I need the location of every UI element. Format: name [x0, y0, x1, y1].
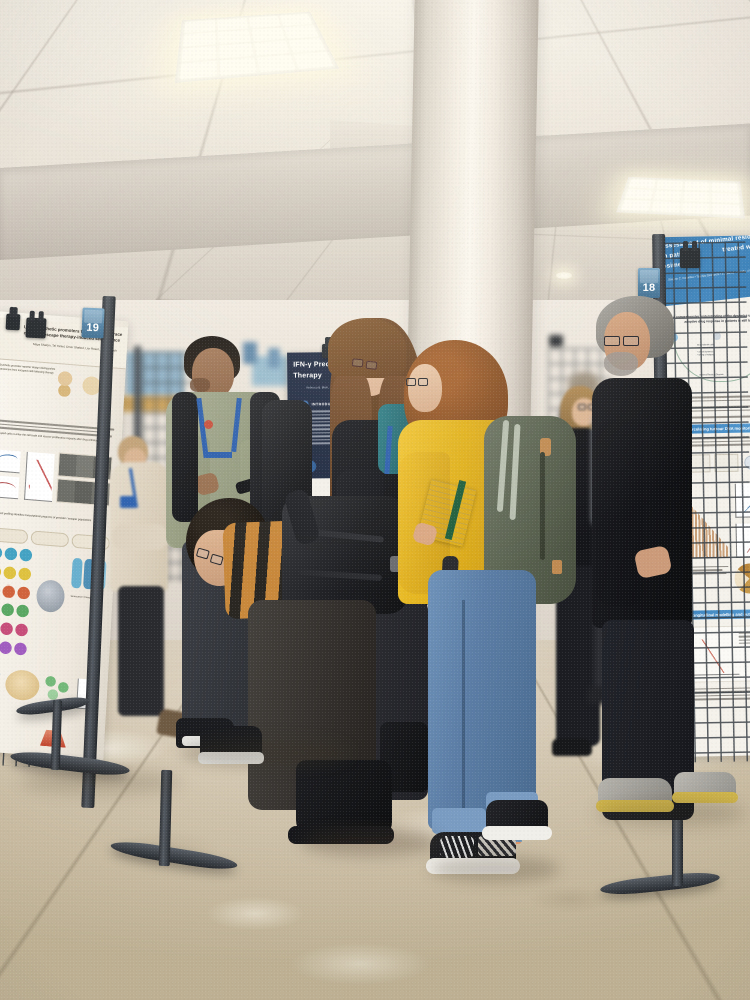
binder-clip-icon	[5, 313, 21, 331]
man-olive-backpack-strap-left	[172, 392, 198, 522]
backpack-side-zip-icon	[540, 452, 545, 560]
poster-left-plot-growth	[24, 451, 55, 502]
sneaker-pattern	[478, 836, 516, 856]
shadow	[596, 800, 746, 826]
bending-person-shoe-sole	[198, 752, 264, 764]
backpack-leather-tab-icon	[540, 438, 551, 456]
jeans-seam	[462, 600, 465, 820]
poster-left-caption-1: Synthetic promoter reporter design disti…	[0, 363, 56, 375]
ceiling-shading	[0, 0, 750, 330]
man-olive-lanyard-bottom	[206, 452, 232, 458]
woman-longhair-hair-top	[328, 318, 406, 378]
man-olive-beard	[190, 378, 210, 392]
shadow	[20, 770, 180, 794]
sneaker-laces-icon	[440, 836, 474, 858]
background-clip-icon	[549, 335, 563, 347]
man-grey-glasses-icon	[604, 336, 644, 348]
board-right-leg	[672, 790, 683, 886]
cream-coat-badge	[120, 496, 136, 508]
cream-coat-arm	[112, 524, 168, 550]
board-left-number: 19	[86, 321, 100, 335]
shadow	[300, 828, 440, 856]
sneaker-sole-right	[482, 826, 552, 840]
man-olive-pin-icon	[204, 420, 213, 429]
board-right-number-badge: 18	[638, 268, 660, 298]
shadow	[430, 856, 560, 882]
bg-person-shoe	[552, 738, 592, 756]
background-badge	[268, 348, 280, 368]
woman-yellow-glasses-icon	[406, 378, 430, 388]
binder-clip-icon	[25, 317, 47, 339]
led-panel-right-icon	[616, 176, 746, 219]
man-grey-beard	[604, 352, 638, 376]
board-right-number: 18	[642, 282, 656, 294]
background-badge	[243, 342, 257, 364]
man-grey-arm	[596, 420, 644, 606]
cream-coat-legs	[118, 586, 164, 716]
jeans-cuff-left	[432, 808, 486, 834]
man-grey-shoe-sole	[596, 800, 674, 812]
backpack-leather-tab-icon-2	[552, 560, 562, 574]
binder-clip-icon	[680, 241, 700, 268]
board-left-number-badge: 19	[81, 307, 105, 339]
poster-left-plot-b	[0, 475, 20, 500]
poster-left-plot-a	[0, 449, 21, 474]
poster-left-figure-cells	[52, 369, 78, 398]
shadow	[180, 738, 350, 768]
sneaker-sole-left	[426, 858, 520, 874]
woman-yellow-jeans	[428, 570, 536, 830]
ceiling	[0, 0, 750, 330]
man-grey-shoe-sole-2	[672, 792, 738, 803]
woman-yellow-head	[408, 364, 442, 412]
downlight-icon	[556, 272, 572, 279]
bending-person-boot-sole	[288, 826, 394, 844]
